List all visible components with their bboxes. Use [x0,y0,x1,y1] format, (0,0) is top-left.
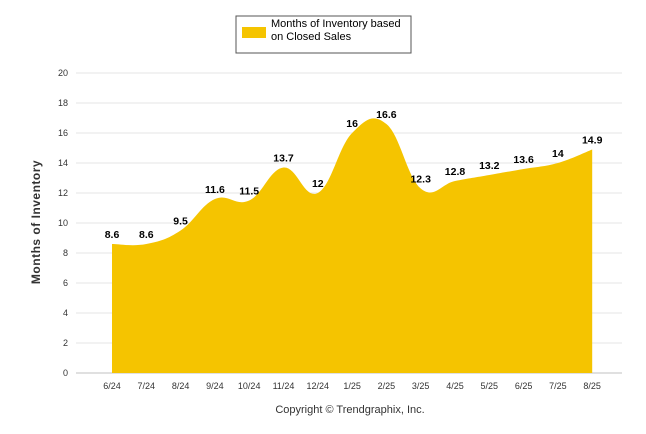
y-tick-label: 16 [58,128,68,138]
legend-label-line-2: on Closed Sales [271,31,352,43]
y-tick-label: 14 [58,158,68,168]
y-tick-label: 20 [58,68,68,78]
data-label: 12.3 [410,174,431,186]
x-tick-label: 8/25 [583,381,601,391]
x-tick-label: 6/25 [515,381,533,391]
x-tick-label: 10/24 [238,381,261,391]
data-label: 13.6 [513,154,534,166]
data-label: 12.8 [445,166,466,178]
y-tick-label: 4 [63,308,68,318]
y-tick-label: 10 [58,218,68,228]
copyright-credit: Copyright © Trendgraphix, Inc. [275,404,424,416]
y-axis-ticks: 0 2 4 6 8 10 12 14 16 18 20 [58,68,68,378]
y-tick-label: 12 [58,188,68,198]
data-label: 16 [346,118,358,130]
x-tick-label: 5/25 [481,381,499,391]
area-series [112,118,593,373]
data-label: 13.2 [479,160,500,172]
x-tick-label: 3/25 [412,381,430,391]
data-label: 14.9 [582,135,603,147]
x-tick-label: 7/24 [138,381,156,391]
x-tick-label: 11/24 [273,381,295,391]
y-tick-label: 2 [63,338,68,348]
x-axis-ticks: 6/24 7/24 8/24 9/24 10/24 11/24 12/24 1/25 2/25 3… [103,381,601,391]
data-label: 16.6 [376,109,397,121]
x-tick-label: 8/24 [172,381,190,391]
data-label: 11.5 [239,186,259,198]
x-tick-label: 2/25 [378,381,396,391]
x-tick-label: 12/24 [307,381,330,391]
y-tick-label: 0 [63,368,68,378]
data-label: 9.5 [173,216,188,228]
x-tick-label: 1/25 [343,381,361,391]
y-tick-label: 6 [63,278,68,288]
x-tick-label: 7/25 [549,381,567,391]
data-label: 13.7 [273,153,294,165]
data-label: 12 [312,178,324,190]
legend-swatch [242,27,266,38]
y-tick-label: 18 [58,98,68,108]
x-tick-label: 4/25 [446,381,464,391]
data-label: 8.6 [139,229,154,241]
data-label: 8.6 [105,229,120,241]
x-tick-label: 6/24 [103,381,121,391]
data-label: 14 [552,148,564,160]
y-axis-title: Months of Inventory [29,160,43,284]
x-tick-label: 9/24 [206,381,224,391]
data-labels: 8.6 8.6 9.5 11.6 11.5 13.7 12 16 16.6 12.3 12.8 13.… [105,109,603,241]
y-tick-label: 8 [63,248,68,258]
legend: Months of Inventory based on Closed Sale… [235,15,412,54]
data-label: 11.6 [205,184,225,196]
legend-label-line-1: Months of Inventory based [271,18,401,30]
